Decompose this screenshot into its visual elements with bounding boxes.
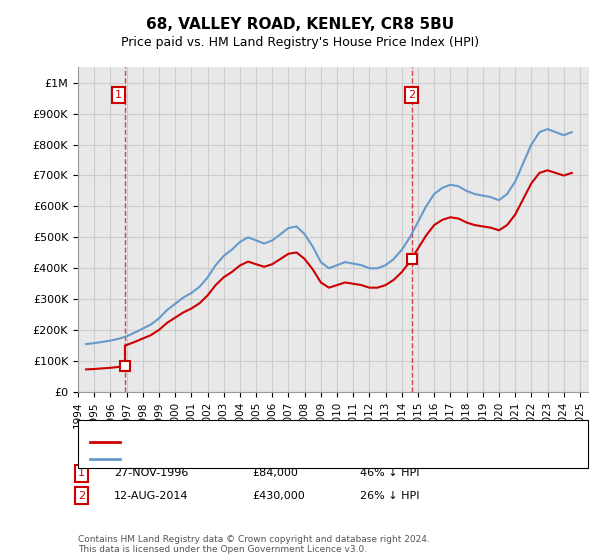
Text: 2: 2 xyxy=(408,90,415,100)
Text: 12-AUG-2014: 12-AUG-2014 xyxy=(114,491,188,501)
Text: 1: 1 xyxy=(115,90,122,100)
Text: 68, VALLEY ROAD, KENLEY, CR8 5BU (detached house): 68, VALLEY ROAD, KENLEY, CR8 5BU (detach… xyxy=(126,437,410,447)
Text: £84,000: £84,000 xyxy=(252,468,298,478)
Text: 26% ↓ HPI: 26% ↓ HPI xyxy=(360,491,419,501)
Text: £430,000: £430,000 xyxy=(252,491,305,501)
Text: 68, VALLEY ROAD, KENLEY, CR8 5BU: 68, VALLEY ROAD, KENLEY, CR8 5BU xyxy=(146,17,454,32)
Text: 1: 1 xyxy=(78,468,85,478)
Text: 46% ↓ HPI: 46% ↓ HPI xyxy=(360,468,419,478)
Text: 27-NOV-1996: 27-NOV-1996 xyxy=(114,468,188,478)
Text: Contains HM Land Registry data © Crown copyright and database right 2024.
This d: Contains HM Land Registry data © Crown c… xyxy=(78,535,430,554)
Text: HPI: Average price, detached house, Croydon: HPI: Average price, detached house, Croy… xyxy=(126,454,362,464)
Text: 2: 2 xyxy=(78,491,85,501)
Text: Price paid vs. HM Land Registry's House Price Index (HPI): Price paid vs. HM Land Registry's House … xyxy=(121,36,479,49)
